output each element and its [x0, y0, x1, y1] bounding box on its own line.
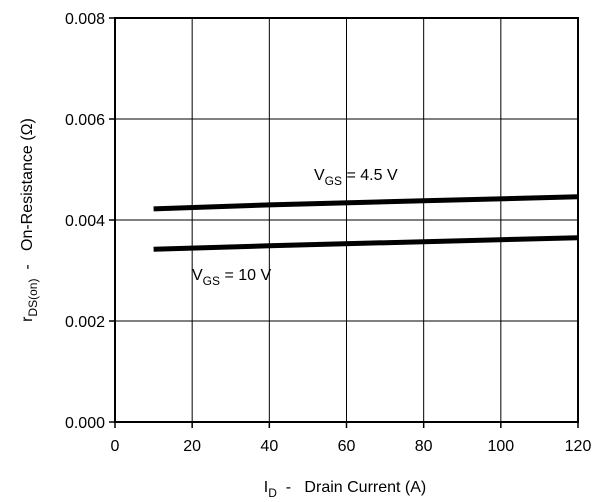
x-tick-label: 100: [487, 438, 514, 455]
series-line-0: [153, 194, 579, 212]
axis-ticks: 0 20 40 60 80 100 120 0.000 0.002 0.004 0.006 0.008: [65, 11, 591, 455]
series-label-vgs-10: VGS = 10 V: [192, 267, 271, 288]
y-tick-label: 0.008: [65, 11, 105, 28]
x-tick-label: 60: [338, 438, 356, 455]
series-lines: [153, 194, 579, 252]
x-tick-label: 0: [111, 438, 120, 455]
y-tick-label: 0.006: [65, 112, 105, 129]
x-tick-label: 80: [415, 438, 433, 455]
y-tick-label: 0.004: [65, 213, 105, 230]
y-axis-label: rDS(on) - On-Resistance (Ω): [19, 118, 40, 322]
x-axis-label: ID - Drain Current (A): [264, 479, 426, 500]
y-tick-label: 0.000: [65, 415, 105, 432]
x-tick-label: 120: [565, 438, 592, 455]
x-tick-label: 20: [183, 438, 201, 455]
series-line-1: [153, 235, 579, 252]
series-label-vgs-4-5: VGS = 4.5 V: [314, 167, 398, 188]
grid-lines: [115, 18, 578, 422]
y-tick-label: 0.002: [65, 314, 105, 331]
x-tick-label: 40: [260, 438, 278, 455]
